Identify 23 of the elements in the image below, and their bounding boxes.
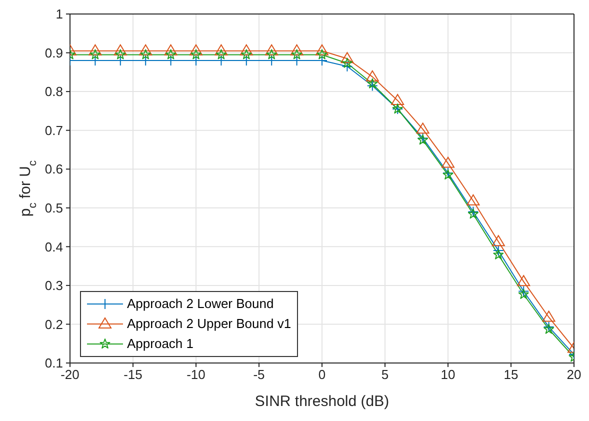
y-tick-label: 0.3: [44, 278, 63, 294]
x-tick-label: 15: [504, 367, 518, 382]
x-tick-label: -15: [124, 367, 142, 382]
x-tick-label: 10: [440, 367, 456, 382]
y-tick-label: 0.7: [44, 122, 63, 138]
x-tick-label: -20: [60, 367, 80, 382]
y-tick-label: 0.5: [44, 200, 63, 216]
y-tick-label: 0.1: [44, 356, 63, 371]
legend-label: Approach 2 Upper Bound v1: [127, 315, 292, 333]
y-tick-label: 1: [56, 6, 63, 22]
x-tick-label: -5: [253, 367, 265, 382]
x-tick-label: 5: [381, 367, 389, 382]
x-axis-title: SINR threshold (dB): [254, 393, 390, 410]
y-tick-label: 0.8: [44, 84, 63, 100]
legend-label: Approach 2 Lower Bound: [127, 295, 274, 313]
x-tick-label: 0: [318, 367, 326, 382]
legend-label: Approach 1: [127, 335, 194, 353]
x-tick-label: -10: [186, 367, 206, 382]
y-tick-label: 0.2: [44, 316, 63, 332]
y-tick-label: 0.6: [44, 162, 63, 177]
y-tick-label: 0.4: [44, 239, 63, 254]
x-tick-label: 20: [566, 367, 582, 382]
y-tick-label: 0.9: [44, 45, 63, 60]
